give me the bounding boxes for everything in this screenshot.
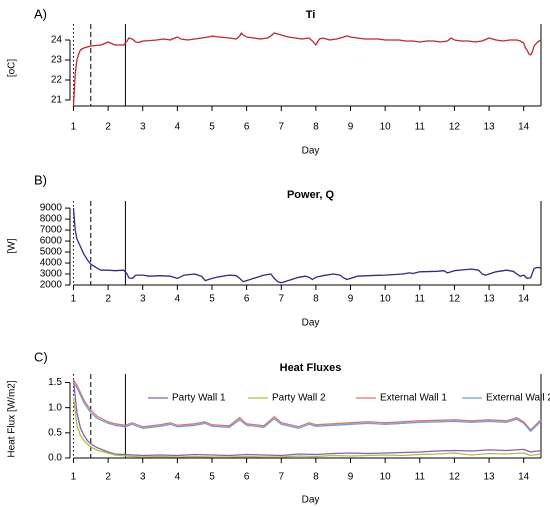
- chart-title: Heat Fluxes: [280, 362, 342, 374]
- x-tick-label: 8: [313, 472, 319, 483]
- x-tick-label: 6: [244, 294, 250, 305]
- x-tick-label: 12: [449, 122, 461, 133]
- x-tick-label: 1: [71, 472, 77, 483]
- y-tick-label: 9000: [40, 203, 63, 214]
- x-tick-label: 14: [518, 294, 530, 305]
- legend-label: External Wall 1: [380, 393, 447, 404]
- series-line-external-wall-2: [72, 382, 542, 432]
- x-tick-label: 9: [348, 122, 354, 133]
- x-tick-label: 8: [313, 122, 319, 133]
- y-tick-label: 8000: [40, 214, 63, 225]
- series-line-0: [72, 32, 542, 107]
- x-tick-label: 11: [415, 294, 426, 305]
- x-tick-label: 1: [71, 294, 77, 305]
- x-tick-label: 5: [209, 472, 215, 483]
- series-line-party-wall-2: [72, 397, 542, 458]
- x-axis-label: Day: [302, 318, 320, 329]
- y-tick-label: 1.5: [48, 377, 62, 388]
- x-tick-label: 10: [380, 472, 392, 483]
- x-tick-label: 7: [278, 294, 284, 305]
- y-tick-label: 23: [51, 55, 63, 66]
- x-tick-label: 9: [348, 472, 354, 483]
- x-tick-label: 3: [140, 294, 146, 305]
- y-axis-label: Heat Flux [W/m2]: [7, 380, 18, 457]
- legend-label: External Wall 2: [486, 393, 550, 404]
- series-line-party-wall-1: [72, 379, 542, 457]
- x-tick-label: 11: [415, 122, 426, 133]
- legend-label: Party Wall 1: [172, 393, 226, 404]
- x-tick-label: 1: [71, 122, 77, 133]
- chart-title: Power, Q: [287, 189, 335, 201]
- x-tick-label: 6: [244, 472, 250, 483]
- y-tick-label: 5000: [40, 247, 63, 258]
- y-tick-label: 7000: [40, 225, 63, 236]
- x-tick-label: 13: [483, 122, 495, 133]
- y-axis-label: [W]: [7, 238, 18, 253]
- x-tick-label: 3: [140, 122, 146, 133]
- x-tick-label: 5: [209, 294, 215, 305]
- x-tick-label: 14: [518, 472, 530, 483]
- series-line-external-wall-1: [72, 379, 542, 431]
- x-tick-label: 8: [313, 294, 319, 305]
- y-tick-label: 3000: [40, 269, 63, 280]
- x-tick-label: 4: [175, 472, 181, 483]
- x-axis-label: Day: [302, 146, 320, 157]
- x-tick-label: 2: [105, 472, 111, 483]
- y-tick-label: 0.0: [48, 453, 62, 464]
- y-tick-label: 0.5: [48, 427, 62, 438]
- x-tick-label: 6: [244, 122, 250, 133]
- y-tick-label: 1.0: [48, 402, 62, 413]
- y-axis-label: [oC]: [7, 59, 18, 78]
- panel-label: A): [34, 6, 47, 21]
- panel-label: B): [34, 172, 47, 187]
- x-tick-label: 14: [518, 122, 530, 133]
- y-tick-label: 2000: [40, 280, 63, 291]
- y-tick-label: 6000: [40, 236, 63, 247]
- x-tick-label: 7: [278, 122, 284, 133]
- x-tick-label: 13: [483, 294, 495, 305]
- x-tick-label: 3: [140, 472, 146, 483]
- y-tick-label: 4000: [40, 258, 63, 269]
- x-tick-label: 4: [175, 122, 181, 133]
- x-tick-label: 2: [105, 122, 111, 133]
- x-tick-label: 13: [483, 472, 495, 483]
- series-line-0: [72, 208, 542, 284]
- legend-label: Party Wall 2: [272, 393, 326, 404]
- y-tick-label: 22: [51, 75, 63, 86]
- x-tick-label: 2: [105, 294, 111, 305]
- x-axis-label: Day: [302, 495, 320, 506]
- x-tick-label: 7: [278, 472, 284, 483]
- x-tick-label: 5: [209, 122, 215, 133]
- x-tick-label: 12: [449, 472, 461, 483]
- chart-title: Ti: [306, 9, 316, 21]
- x-tick-label: 4: [175, 294, 181, 305]
- x-tick-label: 11: [415, 472, 426, 483]
- x-tick-label: 12: [449, 294, 461, 305]
- x-tick-label: 10: [380, 122, 392, 133]
- x-tick-label: 10: [380, 294, 392, 305]
- y-tick-label: 24: [51, 35, 63, 46]
- panel-label: C): [34, 349, 48, 364]
- y-tick-label: 21: [51, 95, 63, 106]
- x-tick-label: 9: [348, 294, 354, 305]
